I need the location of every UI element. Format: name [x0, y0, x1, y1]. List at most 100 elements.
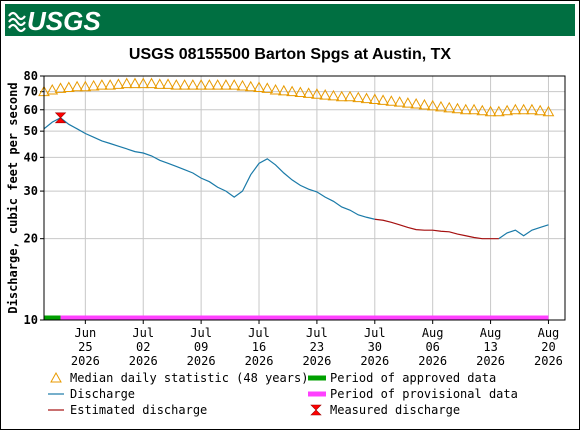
legend-label: Estimated discharge: [70, 403, 207, 417]
plot-border: [43, 75, 566, 321]
x-tick-label: Aug: [538, 326, 560, 340]
median-marker: [410, 98, 422, 109]
median-marker: [459, 103, 472, 115]
median-marker: [104, 79, 117, 90]
legend-label: Discharge: [70, 387, 135, 401]
x-tick-label: 02: [136, 340, 150, 354]
legend-label: Measured discharge: [330, 403, 460, 417]
median-marker: [211, 79, 224, 90]
x-tick-label: 09: [194, 340, 208, 354]
plot-area: [44, 76, 565, 320]
median-marker: [269, 83, 282, 95]
median-marker: [294, 86, 307, 98]
median-marker: [62, 81, 75, 93]
median-marker: [145, 77, 158, 89]
legend-symbol: [50, 371, 62, 383]
median-marker: [286, 85, 298, 97]
median-marker: [393, 96, 406, 107]
median-marker: [534, 104, 547, 116]
median-marker: [476, 104, 489, 116]
y-tick-label: 30: [24, 184, 38, 198]
x-tick-label: Jul: [364, 326, 386, 340]
y-tick-label: 10: [24, 313, 38, 327]
y-tick-label: 70: [24, 85, 38, 99]
x-tick-label: 2026: [476, 354, 505, 368]
median-marker: [517, 103, 530, 115]
median-marker: [195, 79, 207, 90]
median-marker: [377, 94, 389, 105]
median-marker: [220, 79, 232, 90]
median-marker: [302, 87, 315, 98]
series-line: [43, 117, 549, 240]
median-marker: [509, 103, 522, 115]
median-marker: [542, 105, 555, 117]
median-marker: [261, 82, 274, 93]
median-marker: [451, 102, 464, 114]
x-tick-label: Jul: [190, 326, 212, 340]
median-marker: [311, 88, 323, 99]
x-tick-label: 25: [78, 340, 92, 354]
median-marker: [484, 105, 497, 117]
y-tick-label: 20: [24, 232, 38, 246]
median-marker: [501, 104, 513, 116]
median-marker: [360, 92, 373, 104]
median-marker: [170, 79, 183, 90]
median-marker: [153, 78, 166, 89]
x-tick-label: 06: [425, 340, 439, 354]
y-tick-label: 40: [24, 150, 38, 164]
x-tick-label: 2026: [187, 354, 216, 368]
series-line: [374, 218, 499, 240]
measured-marker: [54, 112, 67, 124]
x-tick-label: 2026: [534, 354, 563, 368]
median-marker: [526, 103, 538, 115]
median-marker: [368, 93, 381, 104]
x-tick-label: Jul: [248, 326, 270, 340]
median-marker: [468, 103, 480, 115]
median-marker: [46, 83, 59, 95]
x-tick-label: 2026: [129, 354, 158, 368]
median-marker: [327, 89, 340, 101]
x-tick-label: 2026: [360, 354, 389, 368]
median-marker: [418, 98, 431, 110]
x-tick-label: 13: [483, 340, 497, 354]
median-marker: [435, 100, 447, 112]
median-marker: [120, 77, 133, 89]
median-marker: [253, 81, 265, 93]
median-marker: [203, 79, 216, 90]
median-marker: [162, 78, 174, 89]
x-tick-label: 2026: [302, 354, 331, 368]
median-marker: [426, 99, 439, 111]
x-tick-label: Jul: [306, 326, 328, 340]
median-marker: [79, 80, 92, 92]
chart-title: USGS 08155500 Barton Spgs at Austin, TX: [129, 46, 452, 63]
legend-label: Median daily statistic (48 years): [70, 371, 308, 385]
y-tick-label: 50: [24, 124, 38, 138]
median-marker: [71, 80, 83, 92]
median-marker: [277, 84, 290, 96]
median-marker: [319, 89, 332, 100]
x-tick-label: Aug: [422, 326, 444, 340]
median-marker: [112, 78, 125, 89]
x-tick-label: Jun: [75, 326, 97, 340]
y-axis-label: Discharge, cubic feet per second: [6, 82, 20, 313]
header-bar: [5, 4, 575, 36]
y-tick-label: 80: [24, 69, 38, 83]
x-tick-label: 20: [541, 340, 555, 354]
x-tick-label: Jul: [132, 326, 154, 340]
median-marker: [244, 80, 257, 92]
median-marker: [335, 90, 348, 102]
median-marker: [187, 79, 199, 90]
legend-label: Period of approved data: [330, 371, 496, 385]
median-marker: [96, 79, 108, 90]
x-tick-label: Aug: [480, 326, 502, 340]
median-marker: [236, 79, 249, 91]
legend-symbol: [310, 404, 322, 416]
median-marker: [228, 79, 241, 90]
median-marker: [402, 97, 414, 108]
x-tick-label: 2026: [71, 354, 100, 368]
median-marker: [87, 79, 100, 91]
x-tick-label: 16: [252, 340, 266, 354]
median-marker: [492, 105, 505, 117]
x-tick-label: 2026: [418, 354, 447, 368]
